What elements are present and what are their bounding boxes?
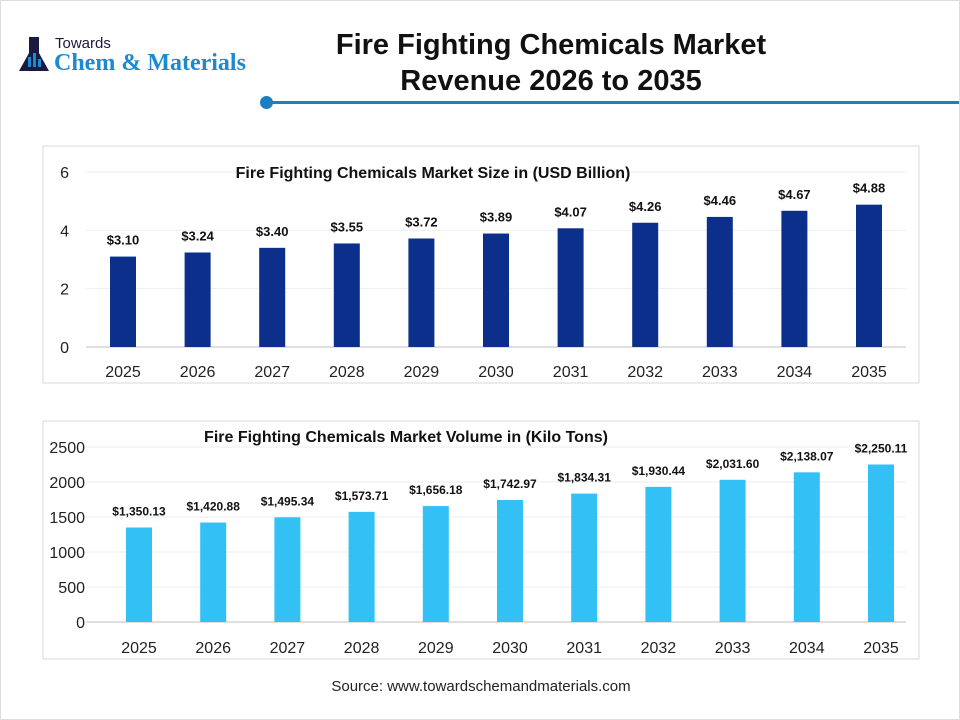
x-tick-label: 2027 bbox=[254, 364, 290, 381]
data-label: $2,031.60 bbox=[706, 457, 760, 471]
x-tick-label: 2032 bbox=[627, 364, 663, 381]
bar bbox=[856, 204, 882, 347]
x-tick-label: 2033 bbox=[702, 364, 738, 381]
x-tick-label: 2035 bbox=[863, 640, 899, 657]
data-label: $1,350.13 bbox=[112, 504, 166, 518]
bar bbox=[422, 506, 449, 622]
data-label: $3.89 bbox=[480, 210, 513, 225]
x-tick-label: 2030 bbox=[492, 640, 528, 657]
x-tick-label: 2032 bbox=[641, 640, 677, 657]
x-tick-label: 2034 bbox=[777, 364, 813, 381]
bar bbox=[259, 247, 286, 347]
source-note: Source: www.towardschemandmaterials.com bbox=[331, 678, 631, 695]
data-label: $4.07 bbox=[554, 204, 587, 219]
page-title: Fire Fighting Chemicals Market Revenue 2… bbox=[331, 27, 771, 99]
bar bbox=[497, 499, 523, 622]
flask-icon bbox=[19, 37, 49, 71]
y-tick-label: 2000 bbox=[49, 475, 85, 492]
title-line2: Revenue 2026 to 2035 bbox=[400, 65, 702, 97]
data-label: $4.46 bbox=[704, 193, 737, 208]
data-label: $1,742.97 bbox=[483, 477, 537, 491]
data-label: $3.55 bbox=[331, 219, 364, 234]
bar bbox=[184, 252, 211, 347]
chart-panel bbox=[42, 420, 920, 660]
bar bbox=[645, 486, 672, 622]
bar bbox=[868, 464, 894, 622]
x-tick-label: 2028 bbox=[329, 364, 365, 381]
x-tick-label: 2028 bbox=[344, 640, 380, 657]
bar bbox=[719, 479, 746, 622]
data-label: $1,573.71 bbox=[335, 489, 389, 503]
bar bbox=[408, 238, 435, 347]
chart-title: Fire Fighting Chemicals Market Volume in… bbox=[204, 429, 608, 446]
y-tick-label: 1000 bbox=[49, 545, 85, 562]
x-tick-label: 2033 bbox=[715, 640, 751, 657]
divider-line bbox=[267, 101, 959, 104]
y-tick-label: 500 bbox=[58, 580, 85, 597]
x-tick-label: 2026 bbox=[180, 364, 216, 381]
y-tick-label: 4 bbox=[60, 223, 69, 240]
x-tick-label: 2031 bbox=[566, 640, 602, 657]
data-label: $2,250.11 bbox=[855, 441, 908, 455]
data-label: $1,834.31 bbox=[558, 471, 612, 485]
bar bbox=[333, 243, 360, 347]
x-tick-label: 2026 bbox=[195, 640, 231, 657]
data-label: $1,656.18 bbox=[409, 483, 463, 497]
y-tick-label: 1500 bbox=[49, 510, 85, 527]
title-line1: Fire Fighting Chemicals Market bbox=[335, 29, 767, 61]
y-tick-label: 2500 bbox=[49, 440, 85, 457]
logo-line2: Chem & Materials bbox=[54, 50, 246, 76]
y-tick-label: 2 bbox=[60, 282, 69, 299]
data-label: $3.10 bbox=[107, 233, 140, 248]
bar bbox=[706, 216, 733, 347]
data-label: $3.24 bbox=[181, 229, 214, 244]
bar bbox=[348, 511, 375, 622]
chart-title: Fire Fighting Chemicals Market Size in (… bbox=[236, 165, 631, 182]
data-label: $3.40 bbox=[256, 224, 289, 239]
data-label: $4.26 bbox=[629, 199, 662, 214]
divider-dot bbox=[260, 96, 273, 109]
bar bbox=[483, 233, 509, 347]
x-tick-label: 2030 bbox=[478, 364, 514, 381]
x-tick-label: 2025 bbox=[105, 364, 141, 381]
x-tick-label: 2029 bbox=[418, 640, 454, 657]
data-label: $1,495.34 bbox=[261, 494, 315, 508]
y-tick-label: 0 bbox=[60, 340, 69, 357]
bar bbox=[200, 522, 227, 622]
data-label: $3.72 bbox=[405, 215, 438, 230]
bar bbox=[274, 517, 301, 622]
bar bbox=[126, 527, 152, 622]
x-tick-label: 2031 bbox=[553, 364, 589, 381]
bar bbox=[793, 472, 820, 622]
x-tick-label: 2027 bbox=[270, 640, 306, 657]
bar bbox=[632, 222, 659, 347]
logo-line1: Towards bbox=[55, 35, 111, 52]
bar bbox=[781, 210, 808, 347]
x-tick-label: 2034 bbox=[789, 640, 825, 657]
x-tick-label: 2025 bbox=[121, 640, 157, 657]
x-tick-label: 2035 bbox=[851, 364, 887, 381]
data-label: $1,420.88 bbox=[187, 500, 241, 514]
data-label: $4.88 bbox=[853, 181, 886, 196]
bar bbox=[110, 256, 136, 347]
data-label: $4.67 bbox=[778, 187, 811, 202]
bar bbox=[571, 493, 598, 622]
y-tick-label: 0 bbox=[76, 615, 85, 632]
x-tick-label: 2029 bbox=[404, 364, 440, 381]
bar bbox=[557, 228, 584, 347]
data-label: $1,930.44 bbox=[632, 464, 686, 478]
y-tick-label: 6 bbox=[60, 165, 69, 182]
data-label: $2,138.07 bbox=[780, 449, 834, 463]
